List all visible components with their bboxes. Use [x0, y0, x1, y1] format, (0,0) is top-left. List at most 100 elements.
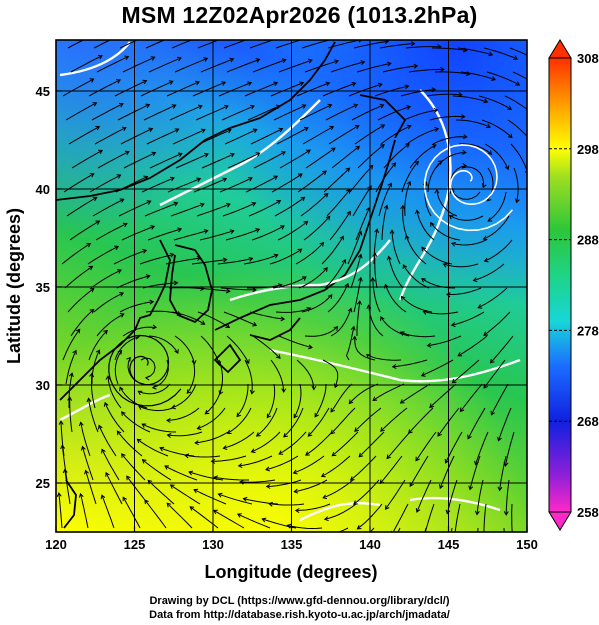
colorbar-top-arrow — [548, 39, 572, 59]
streamline-arrowhead — [329, 125, 335, 131]
streamline — [252, 335, 281, 359]
streamline — [356, 301, 361, 336]
streamline-arrowhead — [197, 104, 203, 110]
streamline — [174, 335, 195, 365]
streamline — [386, 431, 411, 459]
streamline — [381, 205, 388, 241]
streamline — [185, 454, 221, 458]
streamline-arrowhead — [142, 79, 148, 85]
streamline-arrowhead — [387, 182, 392, 188]
streamline-arrowhead — [280, 40, 281, 41]
streamline-arrowhead — [227, 35, 231, 39]
streamline-arrowhead — [145, 274, 151, 279]
streamline — [478, 95, 512, 110]
streamline-arrowhead — [222, 445, 228, 450]
colorbar-scale — [548, 57, 572, 513]
streamline — [322, 359, 339, 388]
colorbar-tick-label: 288 — [577, 233, 599, 248]
streamline — [251, 225, 285, 241]
streamline — [217, 257, 253, 265]
streamline — [88, 330, 108, 361]
streamline — [195, 105, 229, 121]
streamline — [454, 503, 461, 532]
streamline-arrowhead — [117, 349, 123, 355]
streamline — [186, 359, 196, 394]
streamline — [477, 287, 508, 309]
streamline-arrowhead — [252, 287, 257, 293]
streamline-arrowhead — [105, 375, 111, 380]
streamline — [148, 57, 182, 73]
streamline-arrowhead — [169, 252, 175, 258]
streamline-arrowhead — [430, 221, 435, 227]
streamline — [304, 60, 339, 73]
streamline — [329, 211, 351, 241]
colorbar-tick-label: 268 — [577, 414, 599, 429]
streamline-arrowhead — [457, 352, 463, 357]
streamline-arrowhead — [143, 175, 149, 181]
streamline — [330, 61, 365, 73]
streamline-arrowhead — [95, 32, 99, 36]
streamline-arrowhead — [199, 202, 205, 208]
streamline-arrowhead — [217, 492, 223, 498]
streamline — [404, 181, 411, 217]
streamline-arrowhead — [380, 316, 385, 321]
streamline-arrowhead — [222, 257, 228, 263]
streamline — [356, 62, 391, 73]
streamline-arrowhead — [356, 524, 362, 530]
streamline-arrowhead — [402, 264, 408, 270]
streamline-arrowhead — [406, 105, 412, 110]
streamline-arrowhead — [399, 331, 405, 336]
streamline-arrowhead — [383, 204, 389, 210]
streamline — [460, 383, 483, 412]
streamline-arrowhead — [174, 34, 178, 38]
streamline-arrowhead — [137, 390, 143, 396]
streamline — [243, 254, 278, 265]
streamline — [483, 47, 518, 60]
streamline-arrowhead — [468, 485, 474, 491]
streamline — [490, 383, 509, 416]
streamline-arrowhead — [358, 452, 364, 458]
streamline-arrowhead — [314, 412, 319, 418]
streamline-arrowhead — [488, 51, 494, 57]
streamline-arrowhead — [323, 267, 328, 272]
streamline — [353, 479, 380, 505]
streamline — [172, 129, 206, 145]
streamline-arrowhead — [204, 152, 209, 158]
streamline-arrowhead — [439, 484, 444, 490]
streamline-arrowhead — [119, 292, 125, 297]
streamline — [400, 331, 436, 338]
streamline — [461, 166, 485, 188]
streamline — [323, 167, 350, 193]
streamline — [167, 178, 201, 193]
streamline-arrowhead — [327, 294, 333, 299]
streamline — [64, 469, 71, 505]
streamline — [484, 239, 513, 262]
streamline — [220, 287, 256, 291]
streamline-arrowhead — [448, 214, 454, 220]
streamline — [91, 349, 100, 385]
streamline — [70, 309, 95, 337]
streamline-arrowhead — [78, 421, 84, 427]
streamline-arrowhead — [283, 432, 288, 438]
streamline — [352, 185, 372, 217]
streamline — [138, 405, 174, 412]
map-title: MSM 12Z02Apr2026 (1013.2hPa) — [121, 2, 478, 28]
streamline-arrowhead — [487, 150, 493, 155]
streamline-arrowhead — [203, 57, 209, 62]
streamline — [324, 259, 346, 289]
streamline — [358, 431, 385, 458]
streamline — [68, 126, 100, 145]
streamline — [240, 479, 276, 483]
streamline — [498, 407, 512, 441]
streamline — [276, 127, 309, 145]
streamline — [62, 329, 81, 361]
streamline-arrowhead — [306, 149, 311, 154]
streamline-arrowhead — [224, 104, 229, 110]
streamline-arrowhead — [255, 58, 261, 63]
streamline-arrowhead — [346, 210, 351, 216]
streamline-arrowhead — [75, 328, 81, 334]
streamline — [147, 228, 182, 241]
streamline — [473, 263, 505, 281]
streamline-arrowhead — [280, 225, 285, 230]
streamline — [247, 105, 281, 121]
